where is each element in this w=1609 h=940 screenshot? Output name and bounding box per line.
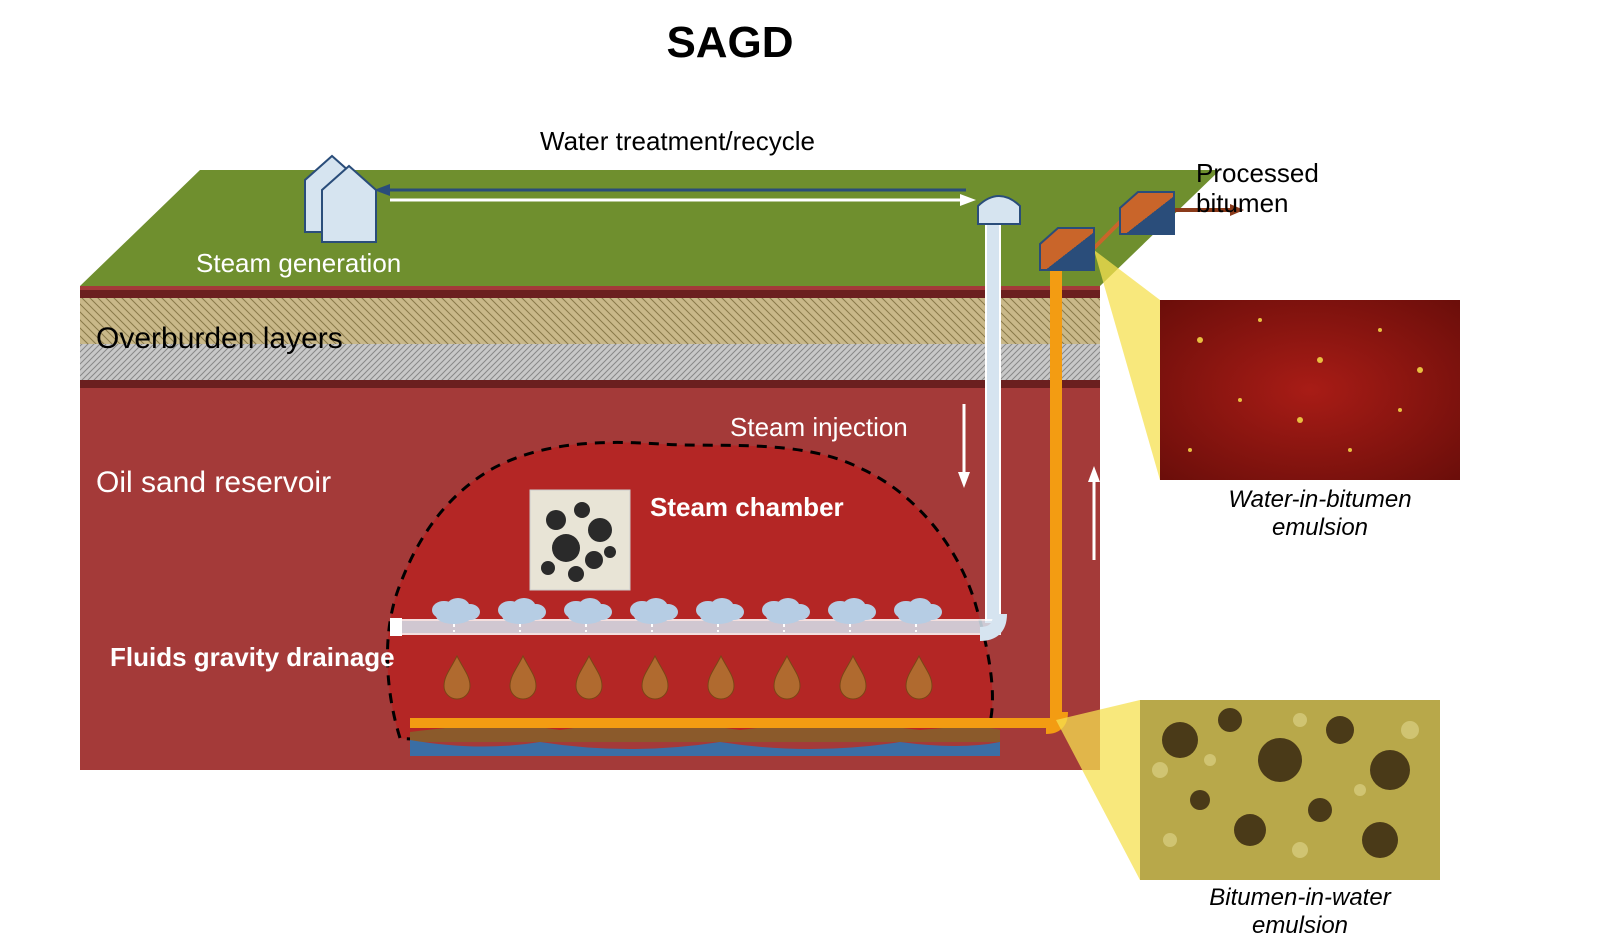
water-treatment-label: Water treatment/recycle — [540, 126, 815, 157]
water-in-bitumen-caption-2: emulsion — [1210, 514, 1430, 542]
inj-pipe-endcap — [390, 618, 402, 636]
water-in-bitumen-micrograph — [1160, 300, 1460, 480]
steam-chamber-label: Steam chamber — [650, 492, 844, 523]
production-pipe-vertical — [1050, 268, 1062, 722]
sand-micrograph — [530, 490, 630, 590]
fluids-gravity-label: Fluids gravity drainage — [110, 642, 395, 673]
water-in-bitumen-caption-1: Water-in-bitumen — [1210, 486, 1430, 514]
bitumen-extraction-label-2: extraction — [1114, 572, 1227, 603]
overburden-stripe-bot — [80, 380, 1100, 388]
wellhead — [978, 196, 1020, 224]
oil-sand-reservoir-label: Oil sand reservoir — [96, 466, 331, 500]
overburden-label: Overburden layers — [96, 322, 343, 356]
processed-bitumen-label-1: Processed — [1196, 158, 1319, 189]
sagd-diagram: SAGD — [0, 0, 1609, 928]
beam-to-yellow-micro — [1056, 700, 1140, 880]
production-pipe-horizontal — [410, 718, 1062, 728]
steam-injection-label: Steam injection — [730, 412, 908, 443]
bitumen-extraction-label-1: Bitumen — [1114, 540, 1209, 571]
overburden-stripe-top — [80, 290, 1100, 298]
steam-generator — [305, 156, 376, 242]
bitumen-in-water-caption-2: emulsion — [1190, 912, 1410, 940]
bitumen-in-water-caption-1: Bitumen-in-water — [1190, 884, 1410, 912]
steam-generation-label: Steam generation — [196, 248, 401, 279]
injection-pipe-vertical — [986, 224, 1000, 622]
bitumen-in-water-micrograph — [1140, 700, 1440, 880]
processed-bitumen-label-2: bitumen — [1196, 188, 1289, 219]
